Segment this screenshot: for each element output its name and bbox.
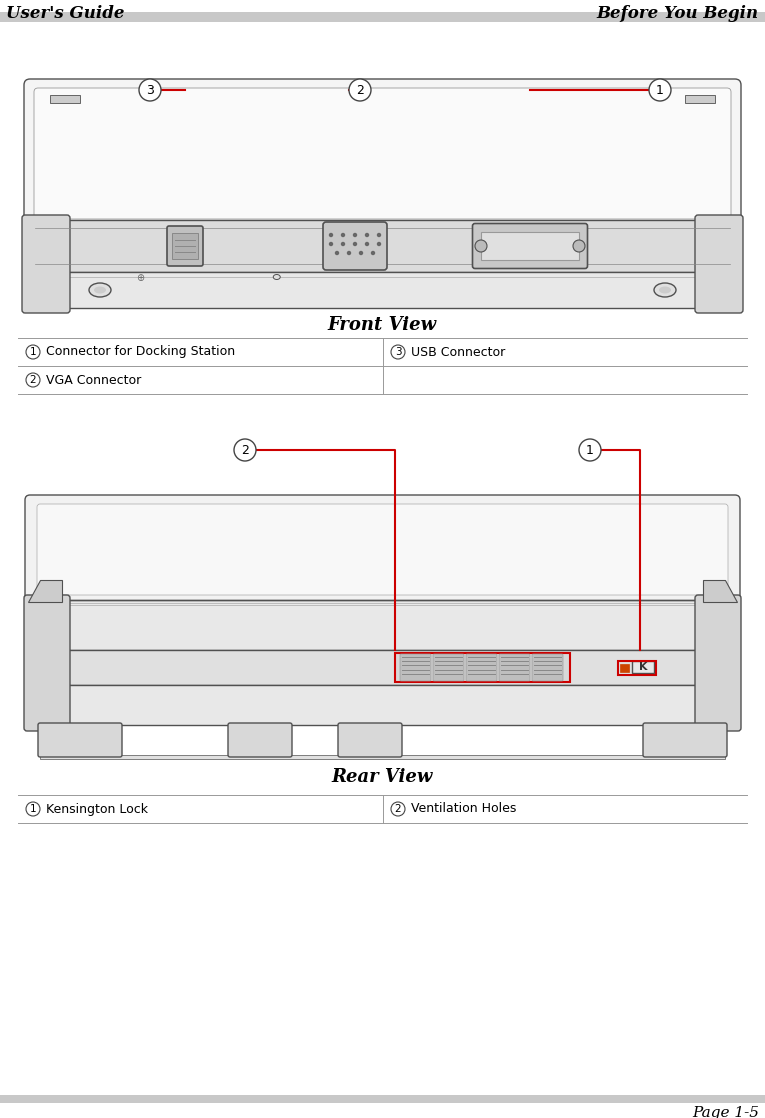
FancyBboxPatch shape — [499, 654, 530, 681]
Circle shape — [349, 79, 371, 101]
Bar — [35, 650, 730, 685]
FancyBboxPatch shape — [695, 215, 743, 313]
Circle shape — [26, 802, 40, 816]
Circle shape — [139, 79, 161, 101]
FancyBboxPatch shape — [695, 595, 741, 731]
Text: 3: 3 — [395, 347, 402, 357]
Ellipse shape — [94, 286, 106, 294]
Bar — [172, 233, 198, 259]
Text: 1: 1 — [30, 804, 36, 814]
Text: 2: 2 — [395, 804, 402, 814]
FancyBboxPatch shape — [22, 215, 70, 313]
Circle shape — [26, 373, 40, 387]
Text: Connector for Docking Station: Connector for Docking Station — [46, 345, 235, 359]
FancyBboxPatch shape — [473, 224, 588, 268]
Bar — [35, 220, 730, 272]
Polygon shape — [703, 580, 737, 601]
Text: VGA Connector: VGA Connector — [46, 373, 142, 387]
Bar — [45, 272, 720, 307]
FancyBboxPatch shape — [38, 723, 122, 757]
Bar — [395, 653, 570, 682]
FancyBboxPatch shape — [400, 654, 431, 681]
FancyBboxPatch shape — [228, 723, 292, 757]
FancyBboxPatch shape — [338, 723, 402, 757]
Circle shape — [365, 233, 369, 237]
Circle shape — [234, 439, 256, 461]
FancyBboxPatch shape — [34, 88, 731, 219]
FancyBboxPatch shape — [167, 226, 203, 266]
Circle shape — [649, 79, 671, 101]
FancyBboxPatch shape — [466, 654, 497, 681]
Circle shape — [391, 345, 405, 359]
Circle shape — [329, 241, 334, 246]
Bar — [42, 685, 723, 724]
Ellipse shape — [654, 283, 676, 297]
Ellipse shape — [659, 286, 671, 294]
Text: 3: 3 — [146, 84, 154, 96]
FancyBboxPatch shape — [323, 222, 387, 271]
Text: 2: 2 — [356, 84, 364, 96]
Circle shape — [340, 241, 345, 246]
FancyBboxPatch shape — [24, 79, 741, 226]
Text: Page 1-5: Page 1-5 — [692, 1106, 759, 1118]
Text: Before You Begin: Before You Begin — [597, 4, 759, 21]
Bar — [0, 1095, 765, 1103]
Text: ⊕: ⊕ — [136, 273, 144, 283]
Text: 1: 1 — [586, 444, 594, 456]
Circle shape — [353, 241, 357, 246]
Text: 1: 1 — [30, 347, 36, 357]
Text: USB Connector: USB Connector — [411, 345, 505, 359]
Text: 2: 2 — [30, 375, 36, 385]
Bar — [35, 600, 730, 650]
Circle shape — [371, 250, 375, 255]
Text: K: K — [639, 662, 647, 672]
Bar — [481, 233, 579, 260]
FancyBboxPatch shape — [433, 654, 464, 681]
Circle shape — [573, 240, 585, 252]
Circle shape — [391, 802, 405, 816]
Text: Kensington Lock: Kensington Lock — [46, 803, 148, 815]
Circle shape — [353, 233, 357, 237]
Bar — [0, 12, 765, 22]
Bar — [632, 661, 654, 673]
Text: 1: 1 — [656, 84, 664, 96]
Circle shape — [335, 250, 339, 255]
FancyBboxPatch shape — [532, 654, 563, 681]
Bar — [620, 664, 629, 672]
Circle shape — [26, 345, 40, 359]
Polygon shape — [28, 580, 62, 601]
Text: User's Guide: User's Guide — [6, 4, 125, 21]
Text: Front View: Front View — [327, 316, 437, 334]
Bar — [685, 95, 715, 103]
Bar — [50, 95, 80, 103]
Circle shape — [329, 233, 334, 237]
FancyBboxPatch shape — [24, 595, 70, 731]
Bar — [40, 755, 725, 759]
Circle shape — [365, 241, 369, 246]
FancyBboxPatch shape — [25, 495, 740, 605]
Circle shape — [347, 250, 351, 255]
Text: 2: 2 — [241, 444, 249, 456]
FancyBboxPatch shape — [643, 723, 727, 757]
Text: Ventilation Holes: Ventilation Holes — [411, 803, 516, 815]
Circle shape — [579, 439, 601, 461]
Text: Rear View: Rear View — [331, 768, 433, 786]
FancyBboxPatch shape — [37, 504, 728, 595]
Circle shape — [377, 241, 381, 246]
Circle shape — [340, 233, 345, 237]
Ellipse shape — [273, 275, 280, 280]
Circle shape — [475, 240, 487, 252]
Circle shape — [377, 233, 381, 237]
Circle shape — [359, 250, 363, 255]
Ellipse shape — [89, 283, 111, 297]
Bar — [618, 661, 656, 675]
